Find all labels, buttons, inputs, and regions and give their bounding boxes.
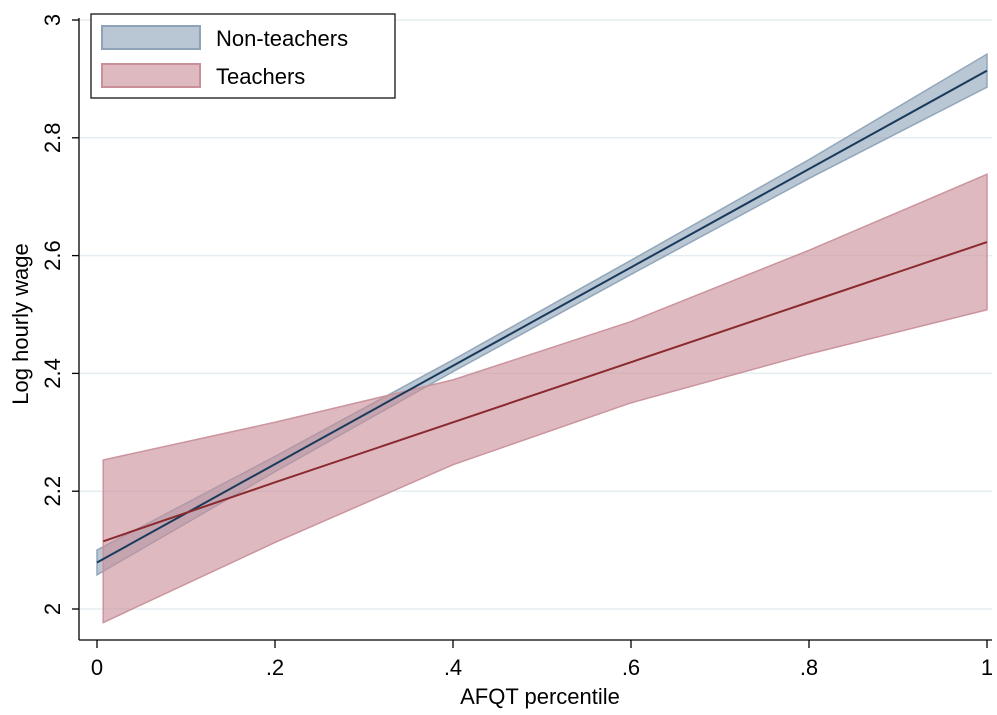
legend: Non-teachers Teachers	[90, 13, 396, 99]
x-tick-label: 0	[91, 655, 103, 680]
y-axis-label: Log hourly wage	[8, 243, 33, 404]
y-tick-label: 2.6	[40, 240, 65, 271]
legend-label-teachers: Teachers	[216, 64, 305, 89]
axes	[78, 18, 992, 641]
band-teachers	[102, 173, 988, 624]
y-tick-label: 2.2	[40, 476, 65, 507]
series-lines	[96, 69, 988, 564]
x-tick-label: .4	[444, 655, 462, 680]
y-tick-label: 2	[40, 603, 65, 615]
legend-swatch-teachers	[101, 63, 201, 88]
y-tick-label: 2.8	[40, 123, 65, 154]
x-tick-label: .2	[266, 655, 284, 680]
y-tick-label: 3	[40, 14, 65, 26]
line-non-teachers	[96, 69, 988, 564]
x-tick-label: 1	[981, 655, 993, 680]
axis-ticks: 2 2.2 2.4 2.6 2.8 3 0 .2 .4 .6 .8 1	[40, 14, 993, 680]
x-tick-label: .6	[622, 655, 640, 680]
confidence-bands	[96, 52, 988, 624]
legend-swatch-non-teachers	[101, 25, 201, 50]
x-tick-label: .8	[800, 655, 818, 680]
legend-label-non-teachers: Non-teachers	[216, 26, 348, 51]
x-axis-label: AFQT percentile	[460, 684, 620, 709]
line-teachers	[102, 241, 988, 543]
y-tick-label: 2.4	[40, 358, 65, 389]
